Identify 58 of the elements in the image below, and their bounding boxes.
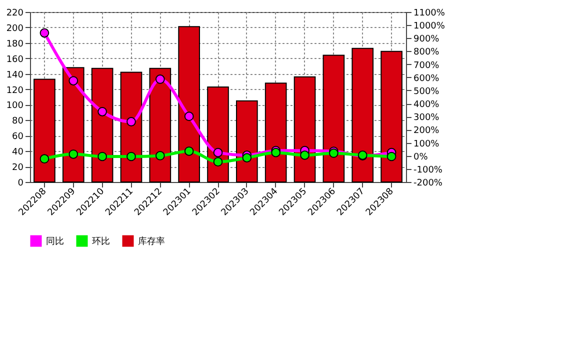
point	[98, 152, 107, 162]
point	[184, 146, 194, 156]
y-tick-label: 0	[18, 178, 24, 188]
y-tick-label: 160	[6, 54, 24, 65]
y2-tick-label: 200%	[414, 126, 440, 136]
bar	[352, 48, 374, 182]
y-tick-label: 200	[6, 24, 24, 34]
y2-tick-label: -100%	[414, 165, 443, 176]
point	[184, 112, 194, 122]
point	[126, 152, 136, 162]
point	[386, 152, 396, 162]
point	[242, 153, 252, 162]
point	[213, 157, 223, 167]
y2-tick-label: 300%	[414, 113, 440, 124]
point	[40, 28, 50, 38]
point	[40, 154, 50, 164]
y-tick-label: 20	[12, 163, 24, 174]
point	[126, 117, 136, 126]
bar	[322, 54, 345, 182]
point	[213, 148, 223, 158]
y2-tick-label: 400%	[414, 100, 440, 110]
point	[155, 151, 165, 160]
y2-tick-label: 100%	[414, 139, 440, 150]
y-tick-label: 40	[12, 148, 24, 158]
bar	[294, 76, 316, 182]
bar	[149, 68, 172, 182]
point	[155, 74, 165, 84]
bar	[34, 78, 56, 182]
y2-tick-label: 800%	[414, 48, 440, 58]
bar	[62, 67, 84, 182]
bar	[380, 50, 402, 182]
y2-tick-label: 700%	[414, 60, 440, 71]
bar	[91, 68, 114, 182]
bar	[264, 82, 287, 182]
point	[98, 106, 107, 116]
point	[68, 149, 78, 159]
y2-tick-label: 500%	[414, 86, 440, 97]
bar	[120, 72, 142, 182]
y-tick-label: 120	[6, 86, 24, 96]
y2-tick-label: 900%	[414, 34, 440, 45]
y-tick-label: 220	[6, 8, 24, 18]
y2-tick-label: 1100%	[414, 8, 446, 18]
y2-tick-label: 0%	[414, 152, 428, 162]
y-tick-label: 100	[6, 101, 24, 112]
legend-label: 同比	[46, 236, 64, 247]
bar	[178, 26, 200, 182]
y-tick-label: 60	[12, 132, 24, 142]
point	[300, 150, 310, 160]
legend-label: 库存率	[138, 236, 165, 247]
point	[68, 76, 78, 86]
legend-label: 环比	[92, 236, 110, 247]
y2-tick-label: -200%	[414, 178, 443, 188]
y2-tick-label: 600%	[414, 74, 440, 84]
y-tick-label: 180	[6, 39, 24, 50]
y2-tick-label: 1000%	[414, 22, 446, 32]
y-tick-label: 80	[12, 116, 24, 127]
bar	[236, 100, 258, 182]
y-tick-label: 140	[6, 70, 24, 80]
